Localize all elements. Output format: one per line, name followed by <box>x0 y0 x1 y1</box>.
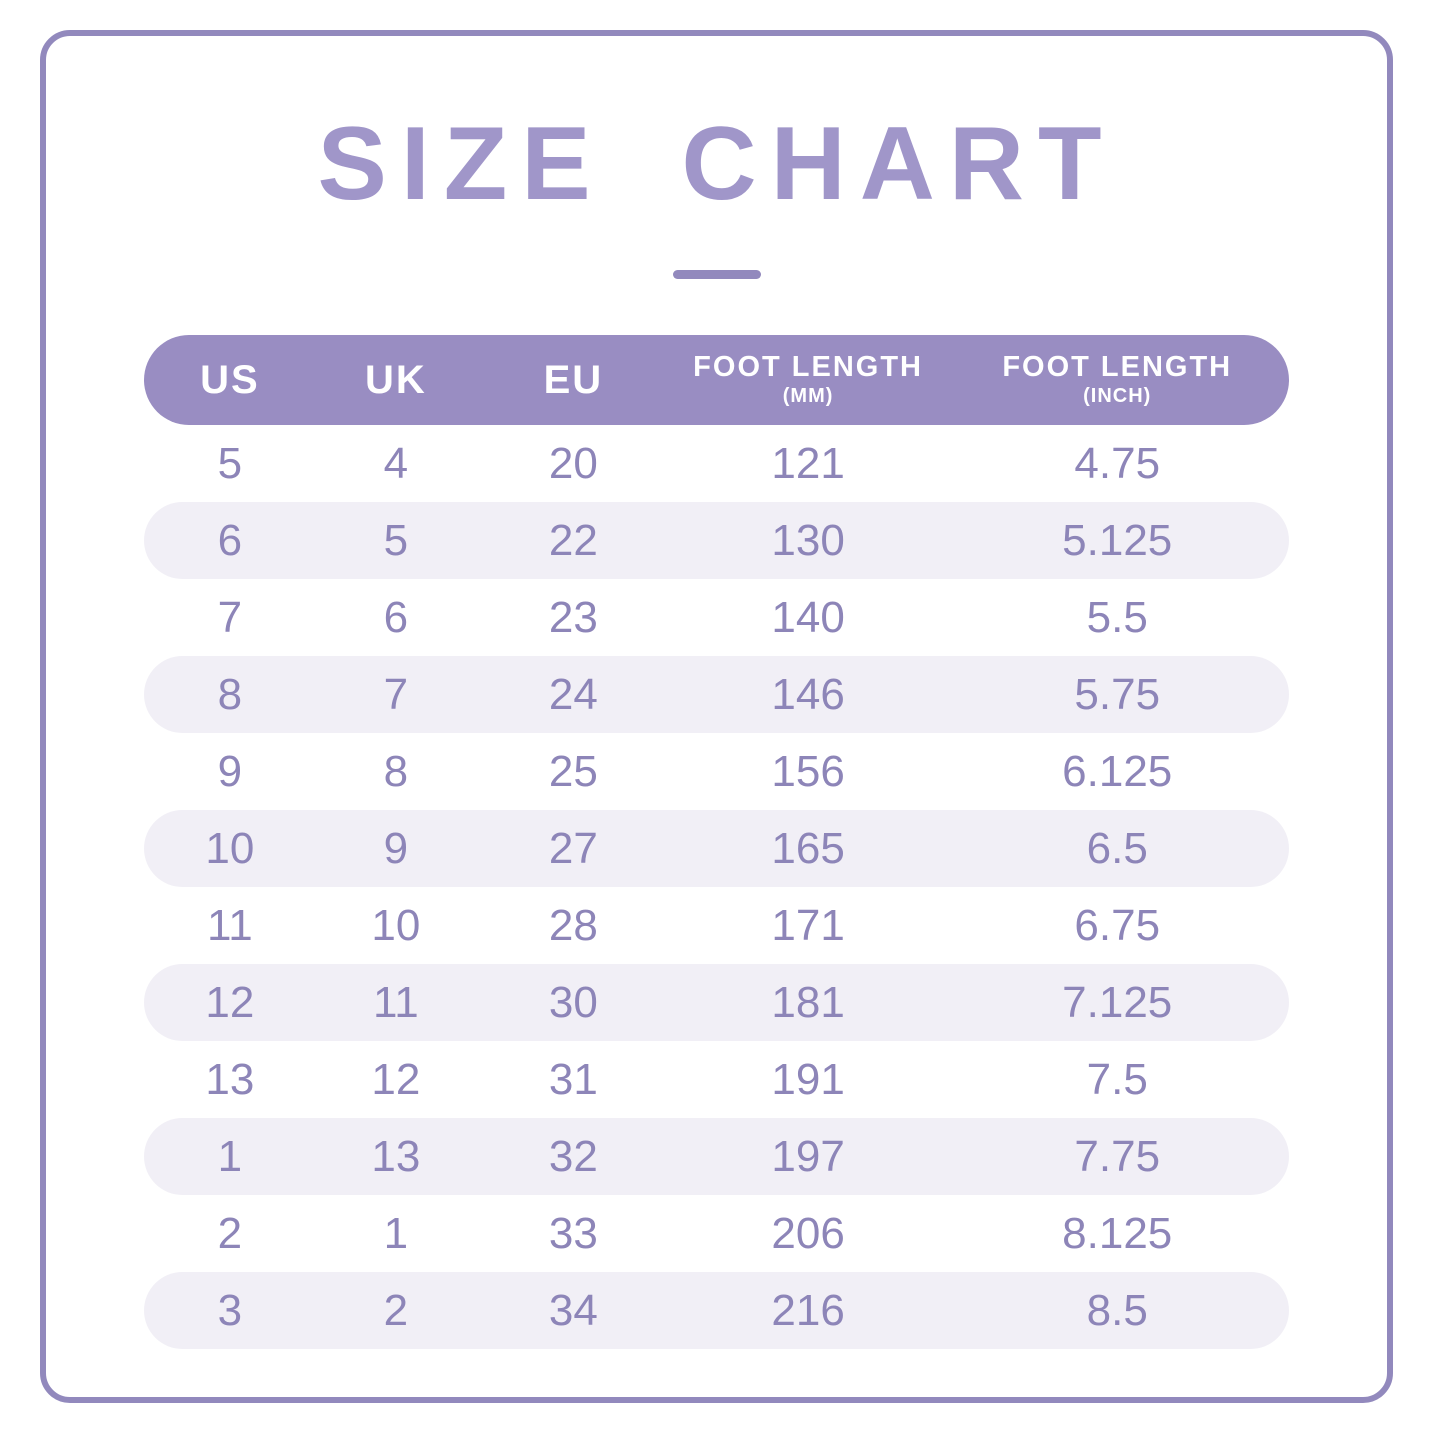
table-row: 2 1 33 206 8.125 <box>144 1195 1289 1272</box>
table-row: 11 10 28 171 6.75 <box>144 887 1289 964</box>
table-row: 7 6 23 140 5.5 <box>144 579 1289 656</box>
table-cell: 197 <box>771 1131 845 1181</box>
table-row: 6 5 22 130 5.125 <box>144 502 1289 579</box>
table-cell: 121 <box>771 438 845 488</box>
table-cell: 33 <box>548 1208 598 1258</box>
table-cell: 31 <box>548 1054 598 1104</box>
table-row: 5 4 20 121 4.75 <box>144 425 1289 502</box>
column-header-foot-length-mm: FOOT LENGTH (MM) <box>693 351 923 408</box>
title-underline-dash <box>672 270 761 279</box>
table-row: 13 12 31 191 7.5 <box>144 1041 1289 1118</box>
column-header-us: US <box>200 358 260 402</box>
size-chart-table: US UK EU FOOT LENGTH (MM) FOOT LENGTH <box>144 335 1289 1349</box>
table-cell: 13 <box>371 1131 421 1181</box>
page-title: SIZE CHART <box>317 106 1116 222</box>
table-cell: 8.125 <box>1062 1208 1173 1258</box>
table-row: 12 11 30 181 7.125 <box>144 964 1289 1041</box>
table-cell: 181 <box>771 977 845 1027</box>
table-cell: 2 <box>217 1208 243 1258</box>
table-cell: 6.125 <box>1062 746 1173 796</box>
table-cell: 5.125 <box>1062 515 1173 565</box>
table-cell: 11 <box>373 977 419 1027</box>
table-cell: 1 <box>383 1208 409 1258</box>
table-cell: 9 <box>217 746 243 796</box>
table-cell: 9 <box>383 823 409 873</box>
table-cell: 7.5 <box>1086 1054 1148 1104</box>
table-cell: 206 <box>771 1208 845 1258</box>
table-cell: 7.75 <box>1074 1131 1161 1181</box>
table-cell: 7.125 <box>1062 977 1173 1027</box>
size-chart-card: SIZE CHART US UK EU FOOT LENGTH (M <box>40 30 1393 1403</box>
table-cell: 3 <box>217 1285 243 1335</box>
table-cell: 4.75 <box>1074 438 1161 488</box>
column-header-foot-length-inch: FOOT LENGTH (INCH) <box>1002 351 1233 408</box>
table-cell: 2 <box>383 1285 409 1335</box>
table-cell: 10 <box>205 823 255 873</box>
table-cell: 32 <box>548 1131 598 1181</box>
table-cell: 5 <box>217 438 243 488</box>
table-cell: 6 <box>383 592 409 642</box>
table-row: 8 7 24 146 5.75 <box>144 656 1289 733</box>
table-cell: 156 <box>771 746 845 796</box>
table-cell: 10 <box>371 900 421 950</box>
table-cell: 216 <box>771 1285 845 1335</box>
table-header-row: US UK EU FOOT LENGTH (MM) FOOT LENGTH <box>144 335 1289 425</box>
table-cell: 27 <box>548 823 598 873</box>
table-cell: 5 <box>383 515 409 565</box>
table-cell: 191 <box>771 1054 845 1104</box>
table-cell: 20 <box>548 438 598 488</box>
table-cell: 6.75 <box>1074 900 1161 950</box>
table-row: 10 9 27 165 6.5 <box>144 810 1289 887</box>
table-cell: 7 <box>383 669 409 719</box>
table-cell: 8 <box>217 669 243 719</box>
table-cell: 5.5 <box>1086 592 1148 642</box>
table-cell: 165 <box>771 823 845 873</box>
table-cell: 28 <box>548 900 598 950</box>
table-cell: 8.5 <box>1086 1285 1148 1335</box>
table-cell: 23 <box>548 592 598 642</box>
table-cell: 171 <box>771 900 845 950</box>
table-cell: 140 <box>771 592 845 642</box>
table-cell: 146 <box>771 669 845 719</box>
table-cell: 6.5 <box>1086 823 1148 873</box>
table-cell: 24 <box>548 669 598 719</box>
column-header-eu: EU <box>543 358 604 402</box>
table-cell: 22 <box>548 515 598 565</box>
table-cell: 7 <box>217 592 243 642</box>
table-cell: 4 <box>383 438 409 488</box>
table-cell: 30 <box>548 977 598 1027</box>
table-row: 3 2 34 216 8.5 <box>144 1272 1289 1349</box>
table-cell: 12 <box>371 1054 421 1104</box>
table-row: 9 8 25 156 6.125 <box>144 733 1289 810</box>
table-cell: 12 <box>205 977 255 1027</box>
table-cell: 34 <box>548 1285 598 1335</box>
table-cell: 6 <box>217 515 243 565</box>
table-cell: 130 <box>771 515 845 565</box>
table-cell: 13 <box>205 1054 255 1104</box>
table-body: 5 4 20 121 4.75 6 5 22 130 5.125 7 6 23 140 5.5 8 7 24 146… <box>144 425 1289 1349</box>
table-cell: 1 <box>217 1131 243 1181</box>
table-cell: 8 <box>383 746 409 796</box>
table-cell: 11 <box>207 900 253 950</box>
table-cell: 5.75 <box>1074 669 1161 719</box>
table-cell: 25 <box>548 746 598 796</box>
column-header-uk: UK <box>365 358 427 402</box>
table-row: 1 13 32 197 7.75 <box>144 1118 1289 1195</box>
